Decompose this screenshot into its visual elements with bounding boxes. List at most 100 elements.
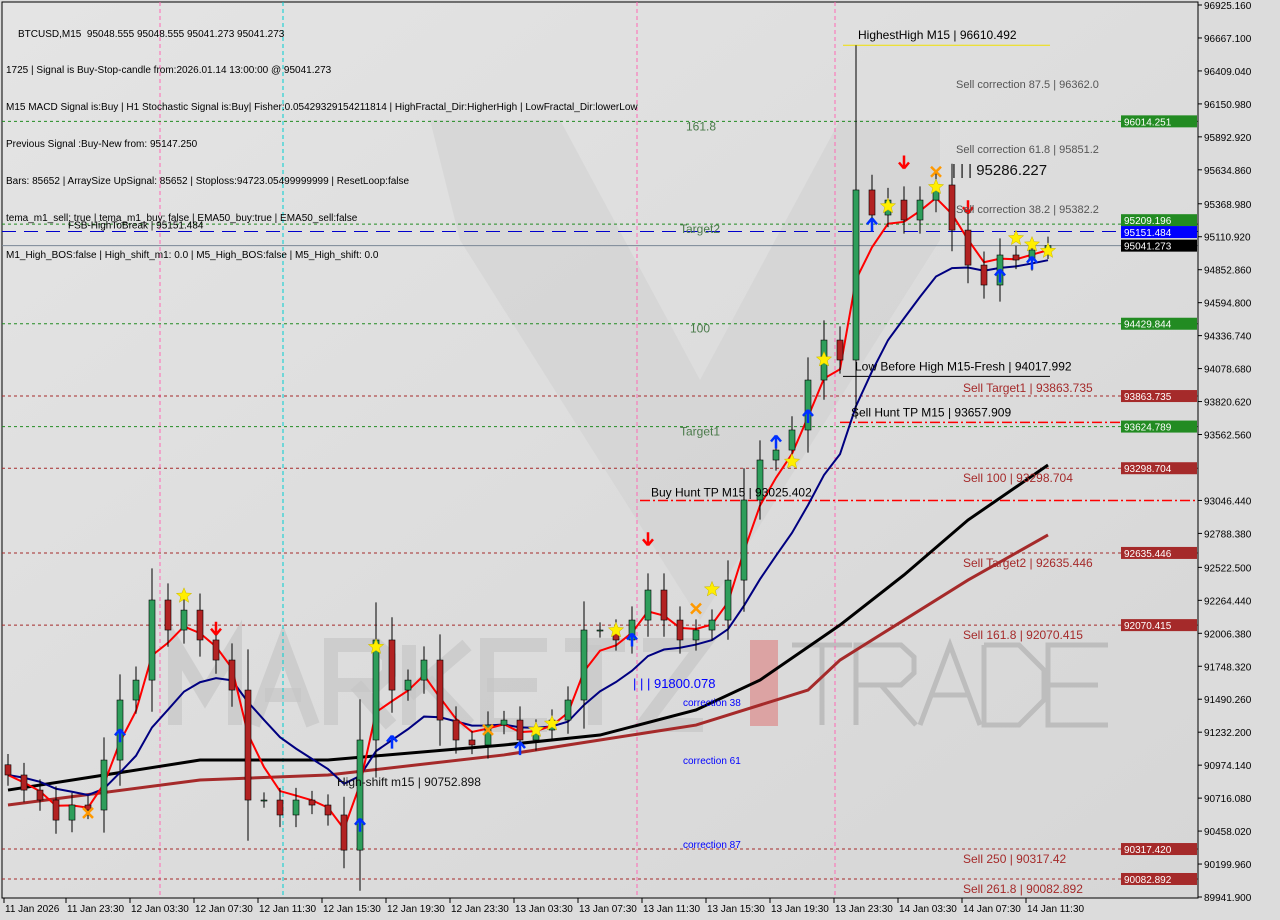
ma-black-line bbox=[7, 463, 1049, 792]
bear-candle bbox=[4, 764, 12, 776]
bear-candle bbox=[276, 799, 284, 816]
bull-candle bbox=[772, 449, 780, 461]
x-tick-label: 13 Jan 07:30 bbox=[579, 904, 637, 915]
star-icon bbox=[175, 587, 193, 603]
bear-candle bbox=[836, 339, 844, 361]
up-arrow-icon bbox=[802, 409, 814, 423]
info-line: Previous Signal :Buy-New from: 95147.250 bbox=[6, 139, 198, 151]
level-label: Sell Hunt TP M15 | 93657.909 bbox=[851, 405, 1011, 419]
bear-candle bbox=[244, 689, 252, 801]
watermark-letter bbox=[981, 642, 1047, 728]
cross-icon bbox=[690, 602, 702, 615]
y-tick-label: 96409.040 bbox=[1204, 67, 1252, 78]
price-tag bbox=[1121, 872, 1197, 885]
x-tick-label: 12 Jan 19:30 bbox=[387, 904, 445, 915]
chart-annotation: correction 38 bbox=[683, 698, 741, 709]
bull-candle bbox=[692, 629, 700, 641]
bear-candle bbox=[436, 659, 444, 721]
bear-candle bbox=[324, 804, 332, 816]
star-icon bbox=[783, 453, 801, 469]
bear-candle bbox=[868, 189, 876, 216]
bear-candle bbox=[308, 799, 316, 806]
level-label: Sell 261.8 | 90082.892 bbox=[963, 882, 1083, 896]
bear-candle bbox=[228, 659, 236, 691]
y-tick-label: 96925.160 bbox=[1204, 1, 1252, 12]
bull-candle bbox=[292, 799, 300, 816]
info-line: Bars: 85652 | ArraySize UpSignal: 85652 … bbox=[6, 176, 410, 188]
x-tick-label: 12 Jan 03:30 bbox=[131, 904, 189, 915]
level-label: Target2 bbox=[680, 222, 720, 236]
bear-candle bbox=[212, 639, 220, 661]
x-tick-label: 13 Jan 15:30 bbox=[707, 904, 765, 915]
watermark-letter bbox=[853, 642, 917, 725]
bull-candle bbox=[788, 429, 796, 451]
bear-candle bbox=[52, 799, 60, 821]
cross-icon bbox=[930, 165, 942, 178]
y-tick-label: 90974.140 bbox=[1204, 761, 1252, 772]
bull-candle bbox=[372, 639, 380, 741]
x-tick-label: 14 Jan 03:30 bbox=[899, 904, 957, 915]
up-arrow-icon bbox=[386, 734, 398, 749]
chart-annotation: Sell correction 38.2 | 95382.2 bbox=[956, 204, 1099, 216]
bull-candle bbox=[484, 724, 492, 746]
y-tick-label: 91490.260 bbox=[1204, 695, 1252, 706]
down-arrow-icon bbox=[210, 621, 222, 636]
cross-icon bbox=[82, 807, 94, 819]
level-label: Sell 161.8 | 92070.415 bbox=[963, 628, 1083, 642]
chart-annotation: Sell correction 61.8 | 95851.2 bbox=[956, 144, 1099, 156]
price-tag-label: 95151.484 bbox=[1124, 228, 1172, 239]
bear-candle bbox=[964, 229, 972, 266]
y-tick-label: 92006.380 bbox=[1204, 629, 1252, 640]
level-label: Buy Hunt TP M15 | 93025.402 bbox=[651, 485, 812, 499]
y-tick-label: 90458.020 bbox=[1204, 827, 1252, 838]
bull-candle bbox=[708, 619, 716, 631]
y-tick-label: 93046.440 bbox=[1204, 496, 1252, 507]
price-tag-label: 94429.844 bbox=[1124, 320, 1172, 331]
bear-candle bbox=[388, 639, 396, 691]
y-tick-label: 96667.100 bbox=[1204, 34, 1252, 45]
price-tag-label: 93863.735 bbox=[1124, 392, 1172, 403]
bear-candle bbox=[36, 789, 44, 801]
bear-candle bbox=[340, 814, 348, 851]
annotations: HighestHigh M15 | 96610.492 161.8 Target2 F… bbox=[68, 28, 1099, 896]
x-tick-label: 12 Jan 07:30 bbox=[195, 904, 253, 915]
y-tick-label: 93562.560 bbox=[1204, 431, 1252, 442]
price-axis[interactable]: 96925.160 96667.100 96409.040 96150.980 9589… bbox=[1198, 1, 1252, 904]
y-tick-label: 94852.860 bbox=[1204, 266, 1252, 277]
level-label: 161.8 bbox=[686, 119, 716, 133]
down-arrow-icon bbox=[962, 200, 974, 215]
price-levels bbox=[2, 44, 1198, 880]
up-arrow-icon bbox=[514, 741, 526, 756]
bear-candle bbox=[20, 774, 28, 791]
up-arrow-icon bbox=[1026, 255, 1038, 270]
x-tick-label: 14 Jan 11:30 bbox=[1027, 904, 1085, 915]
level-label: Target1 bbox=[680, 425, 720, 439]
price-tag bbox=[1121, 226, 1197, 239]
vertical-markers bbox=[159, 2, 836, 898]
x-tick-label: 13 Jan 19:30 bbox=[771, 904, 829, 915]
price-tag bbox=[1121, 420, 1197, 433]
bull-candle bbox=[260, 799, 268, 802]
y-tick-label: 90716.080 bbox=[1204, 794, 1252, 805]
star-icon bbox=[1039, 242, 1057, 258]
price-tag-label: 92070.415 bbox=[1124, 621, 1172, 632]
info-line: M1_High_BOS:false | High_shift_m1: 0.0 |… bbox=[6, 249, 379, 261]
bear-candle bbox=[948, 184, 956, 231]
star-icon bbox=[607, 621, 625, 638]
bull-candle bbox=[644, 589, 652, 621]
bear-candle bbox=[452, 719, 460, 741]
candles bbox=[4, 45, 1052, 891]
watermark-letter bbox=[246, 625, 320, 728]
price-tag bbox=[1121, 115, 1197, 128]
y-tick-label: 95110.920 bbox=[1204, 233, 1251, 244]
symbol-line: BTCUSD,M15 95048.555 95048.555 95041.273… bbox=[18, 28, 285, 40]
bull-candle bbox=[148, 599, 156, 681]
time-axis[interactable]: 11 Jan 2026 11 Jan 23:30 12 Jan 03:30 12 Ja… bbox=[3, 898, 1085, 915]
price-tag bbox=[1121, 317, 1197, 330]
x-tick-label: 12 Jan 15:30 bbox=[323, 904, 381, 915]
bull-candle bbox=[404, 679, 412, 691]
price-tag bbox=[1121, 239, 1197, 252]
ma-brown-line bbox=[7, 533, 1049, 807]
